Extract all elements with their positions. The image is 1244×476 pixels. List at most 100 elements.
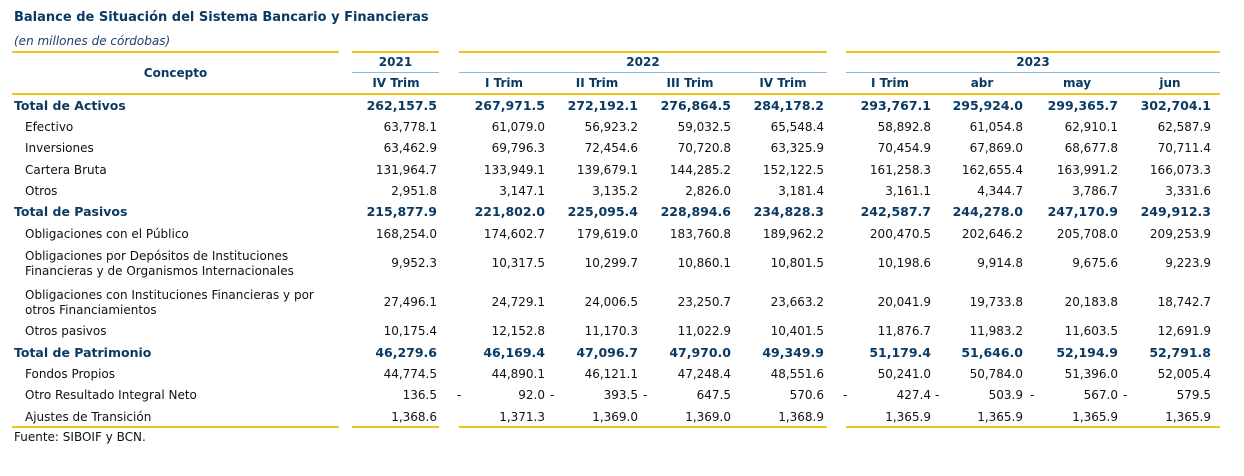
table-bottom-line-2022	[459, 426, 827, 428]
row-label: Otros	[25, 184, 58, 198]
table-cell: 48,551.6	[770, 367, 824, 381]
table-cell: 11,876.7	[877, 324, 931, 338]
period-header: I Trim	[870, 76, 910, 90]
period-header: jun	[1159, 76, 1181, 90]
table-cell: 47,970.0	[669, 345, 731, 360]
row-label: Cartera Bruta	[25, 163, 107, 177]
table-cell: 579.5	[1176, 388, 1211, 402]
table-title: Balance de Situación del Sistema Bancari…	[14, 10, 429, 25]
table-cell: 183,760.8	[669, 227, 731, 241]
row-label: Fondos Propios	[25, 367, 116, 381]
table-cell: 567.0	[1083, 388, 1118, 402]
table-cell: 62,910.1	[1064, 120, 1118, 134]
table-cell: 189,962.2	[762, 227, 824, 241]
table-cell: 570.6	[789, 388, 824, 402]
table-cell: 136.5	[402, 388, 437, 402]
row-label: Otros pasivos	[25, 324, 107, 338]
negative-dash: -	[1123, 388, 1128, 402]
table-cell: 163,991.2	[1056, 163, 1118, 177]
row-label: Inversiones	[25, 141, 94, 155]
table-cell: 52,791.8	[1149, 345, 1211, 360]
table-cell: 272,192.1	[567, 98, 638, 113]
table-cell: 133,949.1	[483, 163, 545, 177]
table-cell: 299,365.7	[1047, 98, 1118, 113]
table-cell: 174,602.7	[483, 227, 545, 241]
year-header-2021: 2021	[378, 55, 413, 69]
table-bottom-line-2023	[846, 426, 1220, 428]
table-cell: 131,964.7	[375, 163, 437, 177]
table-cell: 234,828.3	[753, 204, 824, 219]
table-cell: 58,892.8	[877, 120, 931, 134]
year-header-2022: 2022	[626, 55, 660, 69]
year-header-2023: 2023	[1016, 55, 1050, 69]
negative-dash: -	[843, 388, 848, 402]
period-header: II Trim	[575, 76, 619, 90]
table-cell: 62,587.9	[1157, 120, 1211, 134]
row-label: Obligaciones con Instituciones Financier…	[25, 288, 314, 317]
table-cell: 46,279.6	[375, 345, 437, 360]
table-cell: 1,371.3	[499, 410, 545, 424]
table-cell: 221,802.0	[474, 204, 545, 219]
negative-dash: -	[457, 388, 462, 402]
year-underline-2022	[459, 72, 827, 73]
table-cell: 647.5	[696, 388, 731, 402]
table-cell: 179,619.0	[576, 227, 638, 241]
header-top-line-2022	[459, 51, 827, 53]
table-cell: 11,022.9	[677, 324, 731, 338]
row-label: Otro Resultado Integral Neto	[25, 388, 197, 402]
table-cell: 249,912.3	[1140, 204, 1211, 219]
table-cell: 19,733.8	[969, 295, 1023, 309]
table-cell: 24,729.1	[491, 295, 545, 309]
concept-header: Concepto	[143, 66, 208, 80]
table-cell: 168,254.0	[375, 227, 437, 241]
table-cell: 61,079.0	[491, 120, 545, 134]
table-cell: 2,826.0	[685, 184, 731, 198]
table-cell: 302,704.1	[1140, 98, 1211, 113]
table-cell: 9,675.6	[1072, 256, 1118, 270]
table-cell: 27,496.1	[383, 295, 437, 309]
table-cell: 59,032.5	[677, 120, 731, 134]
table-cell: 393.5	[603, 388, 638, 402]
table-cell: 23,663.2	[770, 295, 824, 309]
row-label: Total de Patrimonio	[14, 345, 152, 360]
table-cell: 67,869.0	[969, 141, 1023, 155]
table-cell: 63,325.9	[770, 141, 824, 155]
table-cell: 2,951.8	[391, 184, 437, 198]
table-cell: 72,454.6	[584, 141, 638, 155]
table-cell: 50,784.0	[969, 367, 1023, 381]
table-cell: 262,157.5	[366, 98, 437, 113]
header-top-line-concept	[12, 51, 339, 53]
table-cell: 427.4	[896, 388, 931, 402]
table-cell: 24,006.5	[584, 295, 638, 309]
period-header: I Trim	[484, 76, 524, 90]
table-cell: 51,396.0	[1064, 367, 1118, 381]
table-cell: 1,365.9	[885, 410, 931, 424]
table-subtitle: (en millones de córdobas)	[14, 34, 171, 48]
table-cell: 63,462.9	[383, 141, 437, 155]
table-cell: 9,914.8	[977, 256, 1023, 270]
table-cell: 50,241.0	[877, 367, 931, 381]
negative-dash: -	[1030, 388, 1035, 402]
table-cell: 162,655.4	[961, 163, 1023, 177]
table-cell: 1,368.9	[778, 410, 824, 424]
table-cell: 18,742.7	[1157, 295, 1211, 309]
table-cell: 65,548.4	[770, 120, 824, 134]
table-cell: 52,194.9	[1056, 345, 1118, 360]
table-bottom-line-concept	[12, 426, 339, 428]
period-header: III Trim	[666, 76, 714, 90]
period-header: IV Trim	[372, 76, 420, 90]
table-cell: 20,183.8	[1064, 295, 1118, 309]
table-cell: 1,365.9	[1165, 410, 1211, 424]
table-cell: 3,135.2	[592, 184, 638, 198]
row-label: Efectivo	[25, 120, 74, 134]
table-cell: 1,369.0	[685, 410, 731, 424]
table-cell: 247,170.9	[1047, 204, 1118, 219]
table-cell: 52,005.4	[1157, 367, 1211, 381]
table-cell: 9,952.3	[391, 256, 437, 270]
table-cell: 225,095.4	[567, 204, 638, 219]
table-cell: 68,677.8	[1064, 141, 1118, 155]
table-cell: 152,122.5	[762, 163, 824, 177]
table-cell: 51,646.0	[961, 345, 1023, 360]
table-cell: 166,073.3	[1149, 163, 1211, 177]
table-cell: 10,175.4	[383, 324, 437, 338]
